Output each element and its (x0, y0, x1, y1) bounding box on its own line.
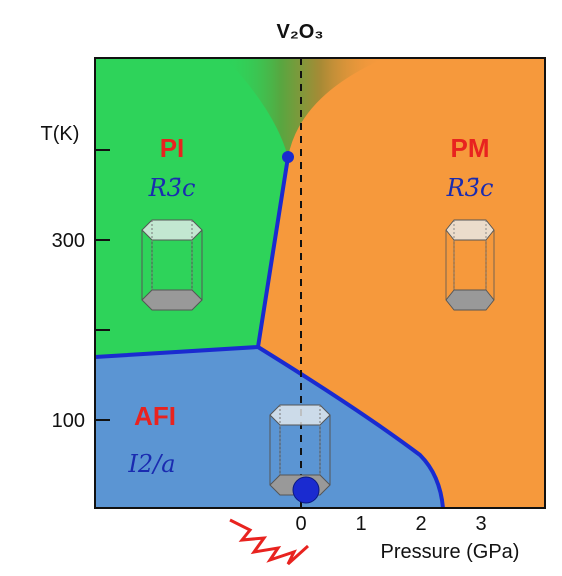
phase-name: AFI (134, 401, 176, 431)
y-tick-label: 300 (52, 230, 85, 252)
x-tick-label: 3 (475, 513, 486, 535)
phase-name: PM (451, 133, 490, 163)
title: V₂O₃ (276, 21, 323, 43)
phase-symmetry: R3̄c (446, 174, 494, 202)
plot-frame (94, 57, 546, 509)
afi-region (95, 347, 443, 508)
x-tick-label: 1 (355, 513, 366, 535)
x-tick-label: 0 (295, 513, 306, 535)
phase-name: PI (160, 133, 185, 163)
x-tick-label: 2 (415, 513, 426, 535)
pulse-wave (229, 518, 310, 566)
phase-symmetry: R3̄c (148, 174, 196, 202)
y-axis-label: T(K) (41, 123, 80, 145)
y-tick-label: 100 (52, 410, 85, 432)
phase-boundary (94, 156, 445, 509)
crossover-region (225, 58, 385, 157)
critical-point (282, 151, 294, 163)
phase-symmetry: I2/a (127, 450, 175, 478)
sample-point (292, 476, 320, 504)
pi-region (95, 58, 300, 357)
x-axis-label: Pressure (GPa) (381, 541, 520, 563)
